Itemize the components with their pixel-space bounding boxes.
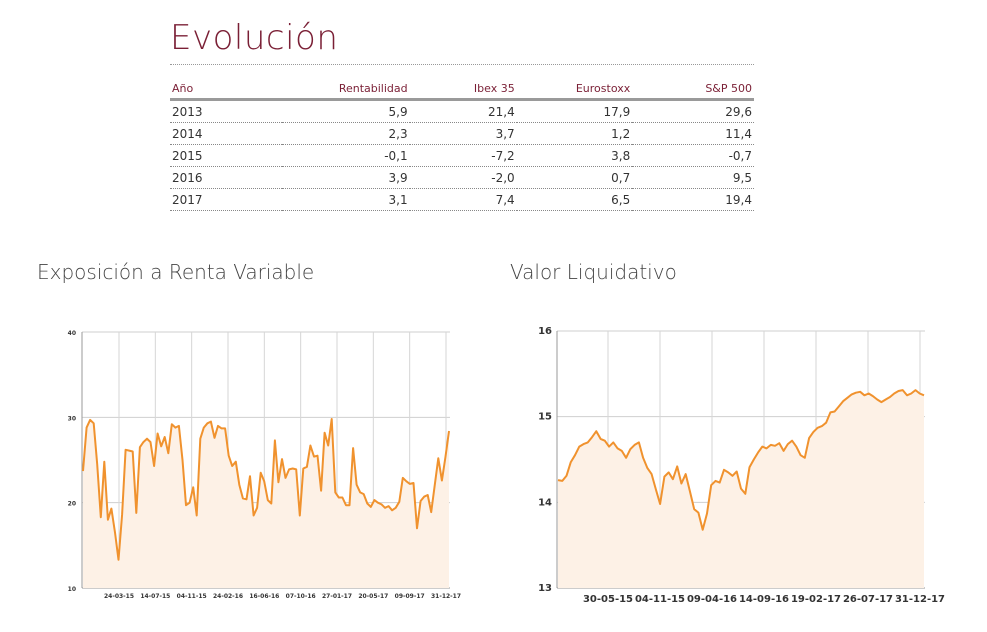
x-tick-label: 04-11-15 (177, 593, 207, 600)
y-tick-label: 40 (68, 330, 76, 337)
cell-eurostoxx: 17,9 (516, 99, 633, 123)
y-tick-label: 13 (538, 583, 552, 594)
cell-sp500: -0,7 (632, 144, 754, 167)
cell-rentabilidad: 3,1 (282, 188, 410, 211)
cell-rentabilidad: -0,1 (282, 144, 410, 167)
x-tick-label: 04-11-15 (635, 594, 685, 605)
table-row: 2017 3,1 7,4 6,5 19,4 (170, 188, 754, 211)
header-eurostoxx: Eurostoxx (516, 78, 633, 101)
cell-year: 2013 (170, 99, 283, 123)
cell-year: 2014 (170, 122, 283, 145)
title-divider (170, 64, 754, 65)
cell-ibex35: 7,4 (409, 188, 517, 211)
x-tick-label: 31-12-17 (895, 594, 945, 605)
y-tick-label: 30 (68, 415, 76, 422)
cell-eurostoxx: 3,8 (516, 144, 633, 167)
cell-year: 2015 (170, 144, 283, 167)
x-tick-label: 27-01-17 (322, 593, 352, 600)
x-tick-label: 14-09-16 (739, 594, 789, 605)
x-tick-label: 07-10-16 (286, 593, 316, 600)
cell-eurostoxx: 0,7 (516, 166, 633, 189)
cell-sp500: 19,4 (632, 188, 754, 211)
cell-sp500: 29,6 (632, 99, 754, 123)
table-row: 2016 3,9 -2,0 0,7 9,5 (170, 166, 754, 189)
cell-ibex35: 3,7 (409, 122, 517, 145)
evolution-table: Año Rentabilidad Ibex 35 Eurostoxx S&P 5… (170, 78, 754, 211)
y-tick-label: 16 (538, 326, 552, 337)
x-tick-label: 26-07-17 (843, 594, 893, 605)
header-year: Año (170, 78, 283, 101)
cell-sp500: 11,4 (632, 122, 754, 145)
cell-ibex35: -7,2 (409, 144, 517, 167)
x-tick-label: 30-05-15 (583, 594, 633, 605)
header-sp500: S&P 500 (632, 78, 754, 101)
header-ibex35: Ibex 35 (409, 78, 517, 101)
x-tick-label: 14-07-15 (140, 593, 170, 600)
cell-rentabilidad: 3,9 (282, 166, 410, 189)
y-tick-label: 15 (538, 412, 552, 423)
table-row: 2015 -0,1 -7,2 3,8 -0,7 (170, 144, 754, 167)
cell-year: 2017 (170, 188, 283, 211)
series-area (83, 419, 449, 588)
cell-ibex35: -2,0 (409, 166, 517, 189)
x-tick-label: 24-03-15 (104, 593, 134, 600)
x-tick-label: 16-06-16 (249, 593, 279, 600)
cell-sp500: 9,5 (632, 166, 754, 189)
table-row: 2014 2,3 3,7 1,2 11,4 (170, 122, 754, 145)
header-rentabilidad: Rentabilidad (282, 78, 410, 101)
cell-rentabilidad: 2,3 (282, 122, 410, 145)
cell-rentabilidad: 5,9 (282, 99, 410, 123)
nav-chart-title: Valor Liquidativo (510, 260, 677, 284)
series-line (557, 389, 925, 531)
cell-ibex35: 21,4 (409, 99, 517, 123)
x-tick-label: 09-04-16 (687, 594, 737, 605)
x-tick-label: 09-09-17 (395, 593, 425, 600)
page-title: Evolución (170, 18, 339, 58)
cell-eurostoxx: 6,5 (516, 188, 633, 211)
x-tick-label: 19-02-17 (791, 594, 841, 605)
table-header-row: Año Rentabilidad Ibex 35 Eurostoxx S&P 5… (170, 78, 754, 101)
cell-year: 2016 (170, 166, 283, 189)
y-tick-label: 10 (68, 586, 76, 593)
series-line (82, 418, 450, 561)
table-row: 2013 5,9 21,4 17,9 29,6 (170, 99, 754, 123)
x-tick-label: 31-12-17 (431, 593, 461, 600)
x-tick-label: 20-05-17 (358, 593, 388, 600)
cell-eurostoxx: 1,2 (516, 122, 633, 145)
exposure-chart-title: Exposición a Renta Variable (37, 260, 315, 284)
y-tick-label: 14 (538, 497, 552, 508)
y-tick-label: 20 (68, 501, 76, 508)
x-tick-label: 24-02-16 (213, 593, 243, 600)
